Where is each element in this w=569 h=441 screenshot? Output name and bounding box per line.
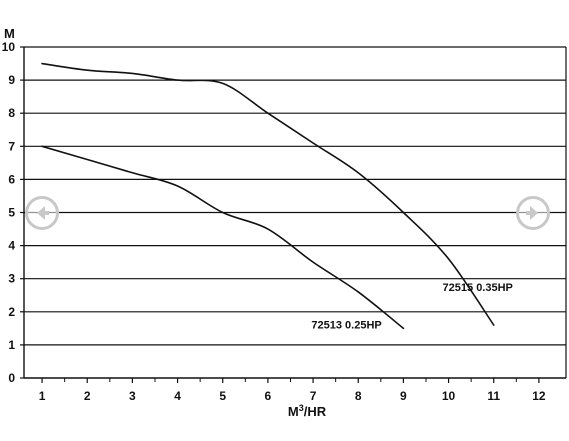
x-tick-label-2: 2	[84, 389, 91, 403]
series-line-1	[41, 145, 405, 330]
chevron-right-icon	[526, 206, 538, 220]
y-tick-label-6: 6	[8, 172, 15, 186]
series-label-2: 72515 0.35HP	[443, 282, 513, 294]
series-line-2	[41, 62, 495, 326]
x-tick-label-4: 4	[174, 389, 181, 403]
series-lines	[41, 62, 495, 330]
x-tick-label-10: 10	[442, 389, 456, 403]
x-tick-label-7: 7	[310, 389, 317, 403]
x-tick-label-11: 11	[487, 389, 500, 403]
y-tick-label-5: 5	[8, 206, 15, 220]
chevron-left-icon	[37, 206, 49, 220]
y-tick-label-10: 10	[2, 40, 16, 54]
x-tick-label-6: 6	[265, 389, 272, 403]
series-label-1: 72513 0.25HP	[311, 319, 381, 331]
x-tick-label-9: 9	[400, 389, 407, 403]
y-axis-title: M	[4, 26, 15, 41]
x-tick-label-12: 12	[532, 389, 546, 403]
x-tick-label-8: 8	[355, 389, 362, 403]
x-axis-title-sup: 3	[299, 403, 304, 413]
y-tick-label-0: 0	[8, 371, 15, 385]
next-image-button[interactable]	[516, 196, 550, 230]
prev-image-button[interactable]	[25, 196, 59, 230]
y-tick-label-1: 1	[8, 338, 15, 352]
x-axis-title-base: M	[288, 404, 299, 419]
x-tick-label-3: 3	[129, 389, 136, 403]
x-axis-title-rest: /HR	[304, 404, 327, 419]
x-tick-label-5: 5	[219, 389, 226, 403]
y-tick-label-4: 4	[8, 239, 15, 253]
y-tick-label-9: 9	[8, 73, 15, 87]
y-tick-label-2: 2	[8, 305, 15, 319]
axes	[20, 46, 567, 383]
y-tick-label-7: 7	[8, 139, 15, 153]
x-axis-title: M3/HR	[288, 403, 327, 419]
gridlines	[24, 46, 566, 346]
y-tick-label-8: 8	[8, 106, 15, 120]
x-tick-label-1: 1	[39, 389, 46, 403]
y-tick-label-3: 3	[8, 272, 15, 286]
series-labels: 72513 0.25HP 72515 0.35HP	[311, 282, 513, 331]
